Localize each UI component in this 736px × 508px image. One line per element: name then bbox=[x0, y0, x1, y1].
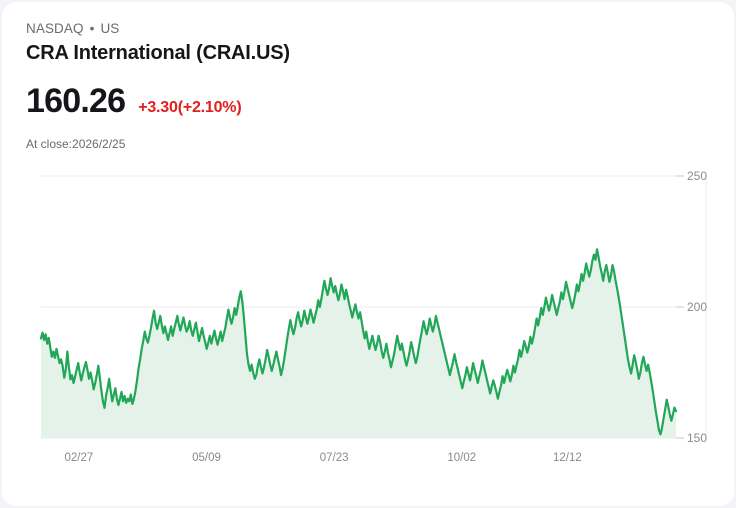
page-title: CRA International (CRAI.US) bbox=[26, 42, 290, 65]
x-axis-label: 02/27 bbox=[64, 452, 94, 464]
region-label: US bbox=[100, 21, 120, 36]
price-row: 160.26 +3.30(+2.10%) bbox=[26, 82, 626, 120]
y-axis-label: 200 bbox=[687, 300, 708, 314]
x-axis-label: 07/23 bbox=[319, 452, 349, 464]
y-axis-label: 250 bbox=[687, 169, 708, 183]
x-axis-label: 12/12 bbox=[552, 452, 582, 464]
chart-area-fill bbox=[41, 249, 676, 438]
last-price: 160.26 bbox=[26, 82, 126, 121]
x-axis-label: 05/09 bbox=[192, 452, 221, 464]
quote-header: NASDAQ • US CRA International (CRAI.US) 16… bbox=[26, 20, 626, 152]
separator-dot: • bbox=[89, 21, 95, 37]
chart-gridlines bbox=[41, 175, 676, 439]
price-change: +3.30(+2.10%) bbox=[138, 99, 242, 117]
market-status: At close:2026/2/25 bbox=[26, 137, 126, 152]
exchange-label: NASDAQ bbox=[26, 21, 84, 36]
exchange-row: NASDAQ • US bbox=[26, 20, 626, 38]
x-axis-label: 10/02 bbox=[447, 452, 477, 464]
y-axis-label: 150 bbox=[687, 431, 708, 445]
y-axis-tick-marks bbox=[676, 175, 707, 440]
chart-line bbox=[39, 248, 678, 436]
